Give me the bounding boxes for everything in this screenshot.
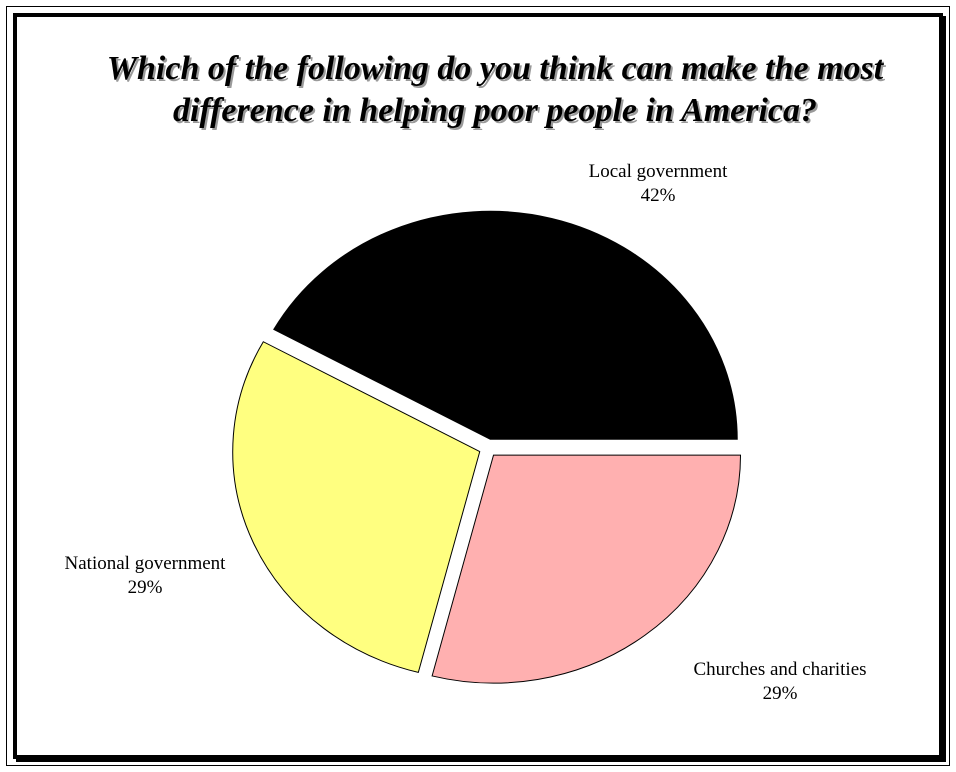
label-local-government-value: 42%: [640, 185, 676, 206]
chart-frame: [6, 6, 950, 766]
label-churches-and-charities-value: 29%: [762, 683, 798, 704]
chart-border: [13, 13, 943, 759]
label-national-government-name: National government: [64, 553, 226, 574]
slice-local-government: [273, 210, 738, 440]
label-local-government: Local government 42%: [558, 160, 758, 208]
label-national-government: National government 29%: [30, 552, 260, 600]
label-national-government-value: 29%: [127, 577, 163, 598]
slice-churches-and-charities: [232, 341, 481, 674]
label-churches-and-charities: Churches and charities 29%: [660, 658, 900, 706]
label-local-government-name: Local government: [588, 161, 728, 182]
slice-national-government: [431, 454, 742, 684]
label-churches-and-charities-name: Churches and charities: [693, 659, 867, 680]
chart-title: Which of the following do you think can …: [106, 50, 884, 129]
